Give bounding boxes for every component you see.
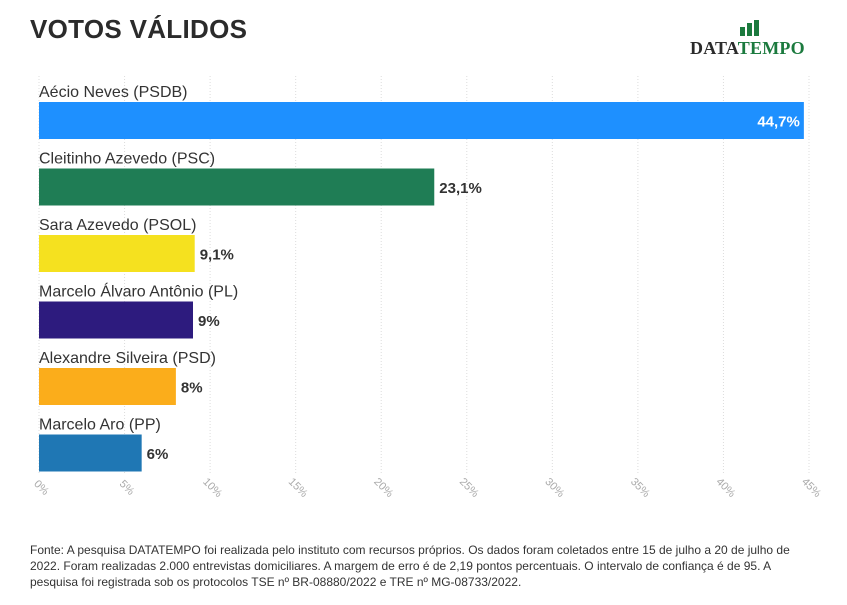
x-tick-label: 10% [200, 476, 224, 500]
x-tick-label: 5% [117, 478, 137, 498]
value-label: 9% [198, 313, 220, 330]
logo-text-green: TEMPO [737, 38, 805, 58]
bar-chart: Aécio Neves (PSDB) 44,7% Cleitinho Azevedo… [31, 76, 823, 500]
bar [39, 235, 195, 272]
x-tick-label: 30% [542, 476, 566, 500]
source-note: Fonte: A pesquisa DATATEMPO foi realizad… [30, 543, 790, 589]
bar [39, 168, 435, 206]
x-tick-label: 0% [31, 478, 51, 498]
category-label: Marcelo Aro (PP) [39, 417, 161, 434]
value-label: 44,7% [757, 114, 800, 131]
category-label: Alexandre Silveira (PSD) [39, 350, 216, 367]
bar [39, 301, 193, 339]
value-label: 9,1% [200, 247, 234, 264]
logo-text-dark: DATA [690, 38, 738, 58]
logo-text: DATATEMPO [690, 38, 805, 59]
bar [39, 368, 176, 405]
category-label: Sara Azevedo (PSOL) [39, 217, 196, 234]
x-tick-label: 35% [628, 476, 652, 500]
bar [39, 102, 804, 139]
value-label: 8% [181, 380, 203, 397]
category-label: Aécio Neves (PSDB) [39, 84, 188, 101]
value-label: 6% [147, 446, 169, 463]
datatempo-logo: DATATEMPO [690, 20, 812, 60]
page-title: VOTOS VÁLIDOS [30, 14, 248, 44]
x-tick-label: 15% [286, 476, 310, 500]
x-tick-label: 20% [371, 476, 395, 500]
bar [39, 434, 142, 472]
x-tick-label: 40% [714, 476, 738, 500]
x-tick-label: 45% [799, 476, 823, 500]
category-label: Cleitinho Azevedo (PSC) [39, 151, 215, 168]
x-tick-label: 25% [457, 476, 481, 500]
value-label: 23,1% [439, 180, 482, 197]
category-label: Marcelo Álvaro Antônio (PL) [39, 282, 238, 301]
bar-chart-icon [740, 20, 760, 36]
